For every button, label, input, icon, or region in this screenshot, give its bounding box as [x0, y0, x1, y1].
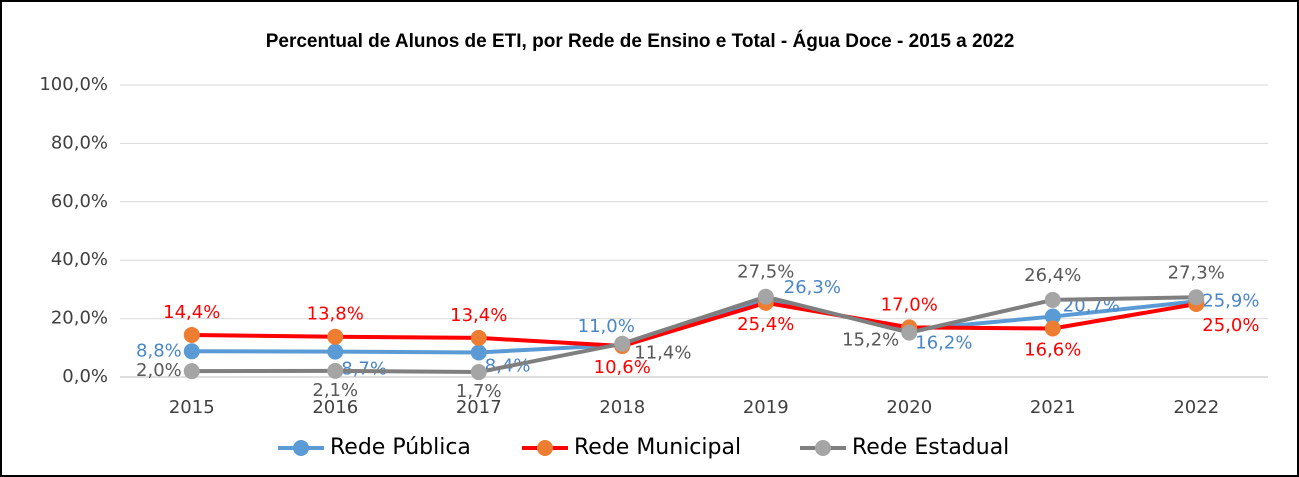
data-label: 11,4% — [634, 343, 691, 364]
x-tick-label: 2021 — [1030, 397, 1076, 418]
data-label: 26,3% — [784, 277, 841, 298]
x-tick-label: 2016 — [312, 397, 358, 418]
data-label: 25,0% — [1202, 315, 1259, 336]
data-label: 13,8% — [307, 304, 364, 325]
data-label: 15,2% — [842, 330, 899, 351]
chart-title: Percentual de Alunos de ETI, por Rede de… — [266, 30, 1015, 52]
data-point — [470, 344, 487, 361]
series-line — [191, 294, 1197, 375]
x-tick-label: 2022 — [1173, 397, 1219, 418]
data-label: 27,5% — [737, 262, 794, 283]
data-point — [327, 328, 344, 345]
y-tick-label: 20,0% — [51, 308, 108, 329]
data-label: 25,9% — [1202, 290, 1259, 311]
data-point — [1044, 291, 1061, 308]
data-point — [183, 363, 200, 380]
data-point — [327, 362, 344, 379]
data-point — [1044, 308, 1061, 325]
y-tick-label: 60,0% — [51, 191, 108, 212]
x-tick-label: 2019 — [743, 397, 789, 418]
y-tick-label: 100,0% — [39, 74, 108, 95]
x-tick-label: 2015 — [169, 397, 215, 418]
data-point — [470, 364, 487, 381]
legend-marker — [537, 440, 553, 456]
data-label: 10,6% — [594, 357, 651, 378]
data-point — [470, 329, 487, 346]
data-label: 2,0% — [136, 360, 182, 381]
x-tick-label: 2017 — [456, 397, 502, 418]
y-tick-label: 80,0% — [51, 132, 108, 153]
data-point — [183, 343, 200, 360]
data-label: 26,4% — [1024, 265, 1081, 286]
data-label: 16,6% — [1024, 340, 1081, 361]
data-point — [901, 324, 918, 341]
legend-marker — [815, 440, 831, 456]
data-label: 25,4% — [737, 314, 794, 335]
legend-label: Rede Estadual — [852, 435, 1009, 460]
legend-label: Rede Municipal — [574, 435, 741, 460]
data-label: 8,7% — [341, 359, 387, 380]
x-tick-label: 2020 — [886, 397, 932, 418]
legend-marker — [293, 440, 309, 456]
x-tick-label: 2018 — [599, 397, 645, 418]
series-line — [191, 300, 1197, 349]
data-label: 1,7% — [456, 381, 502, 402]
data-label: 17,0% — [881, 294, 938, 315]
y-tick-label: 40,0% — [51, 249, 108, 270]
data-point — [614, 335, 631, 352]
data-label: 16,2% — [915, 333, 972, 354]
data-label: 27,3% — [1168, 262, 1225, 283]
data-label: 13,4% — [450, 305, 507, 326]
data-point — [327, 343, 344, 360]
legend-label: Rede Pública — [330, 435, 471, 460]
data-point — [183, 326, 200, 343]
data-label: 8,8% — [136, 340, 182, 361]
data-point — [1188, 289, 1205, 306]
y-tick-label: 0,0% — [62, 366, 108, 387]
data-point — [1044, 320, 1061, 337]
data-label: 14,4% — [163, 302, 220, 323]
data-label: 11,0% — [578, 316, 635, 337]
data-point — [757, 288, 774, 305]
data-label: 2,1% — [312, 380, 358, 401]
